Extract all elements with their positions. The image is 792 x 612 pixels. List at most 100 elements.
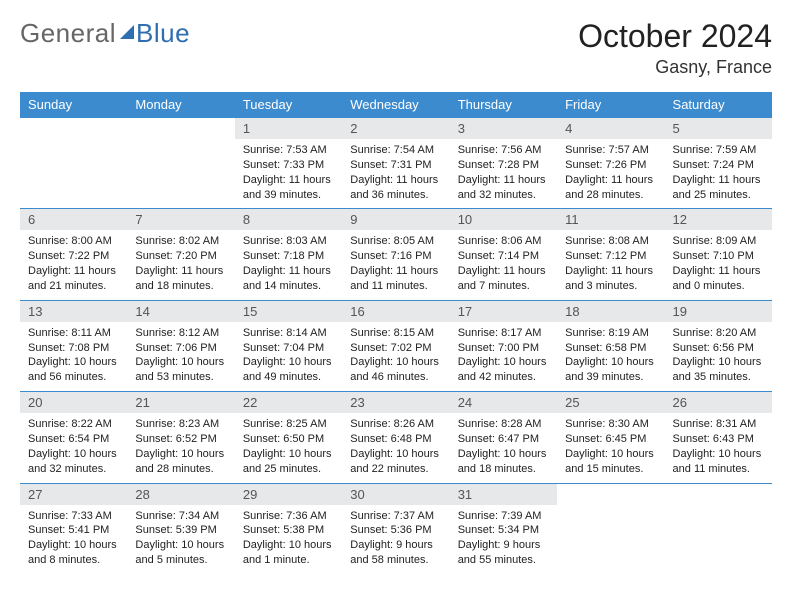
day-details: Sunrise: 7:33 AMSunset: 5:41 PMDaylight:… [20,505,127,574]
day-number: 23 [342,392,449,413]
day-details: Sunrise: 8:25 AMSunset: 6:50 PMDaylight:… [235,413,342,482]
day-details: Sunrise: 8:30 AMSunset: 6:45 PMDaylight:… [557,413,664,482]
calendar-cell: 23Sunrise: 8:26 AMSunset: 6:48 PMDayligh… [342,392,449,483]
day-number: 9 [342,209,449,230]
calendar-cell: 29Sunrise: 7:36 AMSunset: 5:38 PMDayligh… [235,483,342,574]
brand-part1: General [20,18,116,49]
calendar-cell: 20Sunrise: 8:22 AMSunset: 6:54 PMDayligh… [20,392,127,483]
location: Gasny, France [578,57,772,78]
calendar-row: 20Sunrise: 8:22 AMSunset: 6:54 PMDayligh… [20,392,772,483]
day-number: 19 [665,301,772,322]
header: General Blue October 2024 Gasny, France [20,18,772,78]
day-details: Sunrise: 7:34 AMSunset: 5:39 PMDaylight:… [127,505,234,574]
day-details: Sunrise: 7:39 AMSunset: 5:34 PMDaylight:… [450,505,557,574]
calendar-cell: 15Sunrise: 8:14 AMSunset: 7:04 PMDayligh… [235,300,342,391]
day-number: 12 [665,209,772,230]
day-details: Sunrise: 8:12 AMSunset: 7:06 PMDaylight:… [127,322,234,391]
day-number: 18 [557,301,664,322]
weekday-header: Tuesday [235,92,342,118]
day-number: 15 [235,301,342,322]
day-number: 11 [557,209,664,230]
calendar-cell: 12Sunrise: 8:09 AMSunset: 7:10 PMDayligh… [665,209,772,300]
calendar-cell: 6Sunrise: 8:00 AMSunset: 7:22 PMDaylight… [20,209,127,300]
day-details: Sunrise: 8:26 AMSunset: 6:48 PMDaylight:… [342,413,449,482]
calendar-cell: 2Sunrise: 7:54 AMSunset: 7:31 PMDaylight… [342,118,449,209]
day-details: Sunrise: 8:00 AMSunset: 7:22 PMDaylight:… [20,230,127,299]
day-details: Sunrise: 8:22 AMSunset: 6:54 PMDaylight:… [20,413,127,482]
day-number: 6 [20,209,127,230]
calendar-cell: 4Sunrise: 7:57 AMSunset: 7:26 PMDaylight… [557,118,664,209]
day-details: Sunrise: 8:09 AMSunset: 7:10 PMDaylight:… [665,230,772,299]
sail-icon [120,25,134,39]
day-number: 7 [127,209,234,230]
day-details: Sunrise: 7:36 AMSunset: 5:38 PMDaylight:… [235,505,342,574]
calendar-cell: 11Sunrise: 8:08 AMSunset: 7:12 PMDayligh… [557,209,664,300]
day-details: Sunrise: 8:28 AMSunset: 6:47 PMDaylight:… [450,413,557,482]
calendar-row: . . 1Sunrise: 7:53 AMSunset: 7:33 PMDayl… [20,118,772,209]
day-details: Sunrise: 7:56 AMSunset: 7:28 PMDaylight:… [450,139,557,208]
day-details: Sunrise: 8:05 AMSunset: 7:16 PMDaylight:… [342,230,449,299]
day-number: 30 [342,484,449,505]
day-details: Sunrise: 7:37 AMSunset: 5:36 PMDaylight:… [342,505,449,574]
calendar-cell: 19Sunrise: 8:20 AMSunset: 6:56 PMDayligh… [665,300,772,391]
calendar-cell: . [20,118,127,209]
day-number: 8 [235,209,342,230]
day-number: 4 [557,118,664,139]
day-number: 22 [235,392,342,413]
day-number: 26 [665,392,772,413]
calendar-cell: 25Sunrise: 8:30 AMSunset: 6:45 PMDayligh… [557,392,664,483]
calendar-cell: 31Sunrise: 7:39 AMSunset: 5:34 PMDayligh… [450,483,557,574]
day-number: 1 [235,118,342,139]
day-number: 5 [665,118,772,139]
day-number: 13 [20,301,127,322]
brand-part2: Blue [136,18,190,49]
calendar-cell: 5Sunrise: 7:59 AMSunset: 7:24 PMDaylight… [665,118,772,209]
calendar-cell: . [557,483,664,574]
calendar-cell: 7Sunrise: 8:02 AMSunset: 7:20 PMDaylight… [127,209,234,300]
calendar-cell: 24Sunrise: 8:28 AMSunset: 6:47 PMDayligh… [450,392,557,483]
weekday-header: Monday [127,92,234,118]
weekday-header: Friday [557,92,664,118]
day-number: 3 [450,118,557,139]
day-number: 10 [450,209,557,230]
day-number: 25 [557,392,664,413]
day-number: 16 [342,301,449,322]
calendar-cell: 8Sunrise: 8:03 AMSunset: 7:18 PMDaylight… [235,209,342,300]
day-number: 21 [127,392,234,413]
day-number: 14 [127,301,234,322]
day-details: Sunrise: 8:11 AMSunset: 7:08 PMDaylight:… [20,322,127,391]
day-details: Sunrise: 8:03 AMSunset: 7:18 PMDaylight:… [235,230,342,299]
calendar-cell: . [665,483,772,574]
calendar-cell: 26Sunrise: 8:31 AMSunset: 6:43 PMDayligh… [665,392,772,483]
calendar-row: 6Sunrise: 8:00 AMSunset: 7:22 PMDaylight… [20,209,772,300]
day-details: Sunrise: 8:23 AMSunset: 6:52 PMDaylight:… [127,413,234,482]
calendar-cell: 10Sunrise: 8:06 AMSunset: 7:14 PMDayligh… [450,209,557,300]
day-number: 31 [450,484,557,505]
calendar-cell: 22Sunrise: 8:25 AMSunset: 6:50 PMDayligh… [235,392,342,483]
calendar-body: . . 1Sunrise: 7:53 AMSunset: 7:33 PMDayl… [20,118,772,574]
day-details: Sunrise: 8:08 AMSunset: 7:12 PMDaylight:… [557,230,664,299]
calendar-cell: . [127,118,234,209]
calendar-cell: 18Sunrise: 8:19 AMSunset: 6:58 PMDayligh… [557,300,664,391]
calendar-cell: 17Sunrise: 8:17 AMSunset: 7:00 PMDayligh… [450,300,557,391]
day-number: 27 [20,484,127,505]
calendar-cell: 13Sunrise: 8:11 AMSunset: 7:08 PMDayligh… [20,300,127,391]
calendar-cell: 16Sunrise: 8:15 AMSunset: 7:02 PMDayligh… [342,300,449,391]
weekday-header: Sunday [20,92,127,118]
calendar-cell: 27Sunrise: 7:33 AMSunset: 5:41 PMDayligh… [20,483,127,574]
calendar-cell: 14Sunrise: 8:12 AMSunset: 7:06 PMDayligh… [127,300,234,391]
calendar-cell: 28Sunrise: 7:34 AMSunset: 5:39 PMDayligh… [127,483,234,574]
weekday-header: Thursday [450,92,557,118]
calendar-row: 13Sunrise: 8:11 AMSunset: 7:08 PMDayligh… [20,300,772,391]
day-number: 20 [20,392,127,413]
calendar-cell: 1Sunrise: 7:53 AMSunset: 7:33 PMDaylight… [235,118,342,209]
day-number: 29 [235,484,342,505]
day-details: Sunrise: 8:19 AMSunset: 6:58 PMDaylight:… [557,322,664,391]
page: General Blue October 2024 Gasny, France … [0,0,792,574]
day-details: Sunrise: 8:20 AMSunset: 6:56 PMDaylight:… [665,322,772,391]
day-number: 2 [342,118,449,139]
calendar-cell: 30Sunrise: 7:37 AMSunset: 5:36 PMDayligh… [342,483,449,574]
calendar-cell: 3Sunrise: 7:56 AMSunset: 7:28 PMDaylight… [450,118,557,209]
day-details: Sunrise: 7:53 AMSunset: 7:33 PMDaylight:… [235,139,342,208]
day-number: 24 [450,392,557,413]
